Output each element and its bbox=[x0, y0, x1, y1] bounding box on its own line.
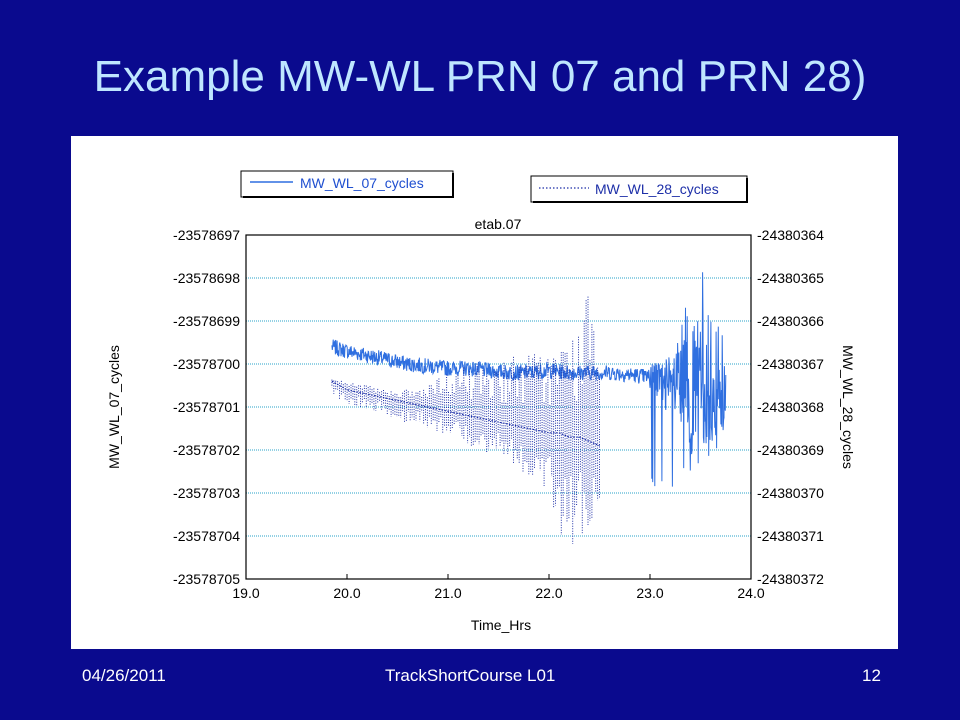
plot-frame bbox=[245, 234, 752, 580]
y-tick-label-left: -23578698 bbox=[173, 270, 240, 286]
x-axis-label: Time_Hrs bbox=[471, 617, 531, 633]
chart-title: etab.07 bbox=[475, 216, 522, 232]
y-tick-label-left: -23578700 bbox=[173, 356, 240, 372]
series-line-28 bbox=[331, 296, 600, 544]
y-tick-label-right: -24380369 bbox=[757, 442, 824, 458]
x-tick-label: 21.0 bbox=[434, 585, 461, 601]
y-tick-label-right: -24380370 bbox=[757, 485, 824, 501]
series-layer bbox=[331, 272, 727, 544]
grid-layer bbox=[246, 277, 751, 537]
y-tick-label-left: -23578703 bbox=[173, 485, 240, 501]
y-tick-label-right: -24380364 bbox=[757, 227, 824, 243]
x-tick-label: 23.0 bbox=[636, 585, 663, 601]
y-tick-label-right: -24380371 bbox=[757, 528, 824, 544]
x-tick-label: 22.0 bbox=[535, 585, 562, 601]
y-tick-label-left: -23578705 bbox=[173, 571, 240, 587]
chart-panel: -23578697 -23578698 -23578699 -23578700 -235… bbox=[71, 136, 898, 649]
y-tick-label-left: -23578701 bbox=[173, 399, 240, 415]
y-tick-label-right: -24380365 bbox=[757, 270, 824, 286]
legend-28: MW_WL_28_cycles bbox=[530, 175, 748, 203]
x-tick-label: 20.0 bbox=[333, 585, 360, 601]
y-tick-label-left: -23578699 bbox=[173, 313, 240, 329]
x-tick-label: 19.0 bbox=[232, 585, 259, 601]
legend-07: MW_WL_07_cycles bbox=[240, 170, 454, 198]
y-axis-label-right: MW_WL_28_cycles bbox=[840, 345, 856, 469]
footer-page-number: 12 bbox=[862, 666, 881, 685]
y-tick-label-right: -24380367 bbox=[757, 356, 824, 372]
y-tick-label-right: -24380366 bbox=[757, 313, 824, 329]
y-tick-label-right: -24380368 bbox=[757, 399, 824, 415]
footer-course: TrackShortCourse L01 bbox=[385, 666, 556, 685]
slide-title: Example MW-WL PRN 07 and PRN 28) bbox=[93, 52, 867, 101]
y-tick-label-left: -23578704 bbox=[173, 528, 240, 544]
y-tick-label-left: -23578697 bbox=[173, 227, 240, 243]
footer-date: 04/26/2011 bbox=[82, 666, 166, 685]
series-mean-28 bbox=[331, 380, 600, 447]
x-tick-label: 24.0 bbox=[737, 585, 764, 601]
y-axis-label-left: MW_WL_07_cycles bbox=[106, 345, 122, 469]
y-tick-label-left: -23578702 bbox=[173, 442, 240, 458]
legend-28-label: MW_WL_28_cycles bbox=[595, 181, 719, 197]
chart-svg: -23578697 -23578698 -23578699 -23578700 -235… bbox=[106, 170, 856, 633]
series-line-07 bbox=[331, 272, 727, 487]
tick-layer: -23578697 -23578698 -23578699 -23578700 -235… bbox=[173, 227, 824, 601]
y-tick-label-right: -24380372 bbox=[757, 571, 824, 587]
legend-07-label: MW_WL_07_cycles bbox=[300, 175, 424, 191]
